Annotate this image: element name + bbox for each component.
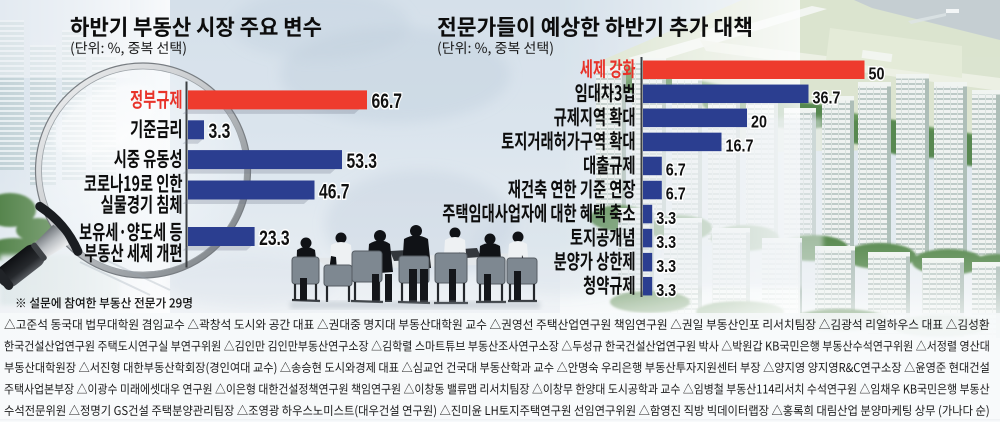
svg-text:53.3: 53.3 [347, 148, 378, 172]
svg-text:3.3: 3.3 [656, 210, 676, 229]
svg-text:50: 50 [869, 65, 885, 84]
svg-text:20: 20 [751, 113, 767, 132]
svg-text:36.7: 36.7 [813, 89, 841, 108]
svg-text:66.7: 66.7 [372, 89, 403, 113]
svg-text:3.3: 3.3 [656, 282, 676, 301]
svg-text:3.3: 3.3 [656, 258, 676, 277]
svg-text:23.3: 23.3 [259, 225, 290, 249]
svg-text:6.7: 6.7 [666, 161, 686, 180]
svg-text:46.7: 46.7 [319, 179, 350, 203]
svg-text:16.7: 16.7 [726, 137, 754, 156]
svg-text:3.3: 3.3 [209, 119, 231, 143]
svg-text:6.7: 6.7 [666, 186, 686, 205]
svg-text:3.3: 3.3 [656, 234, 676, 253]
